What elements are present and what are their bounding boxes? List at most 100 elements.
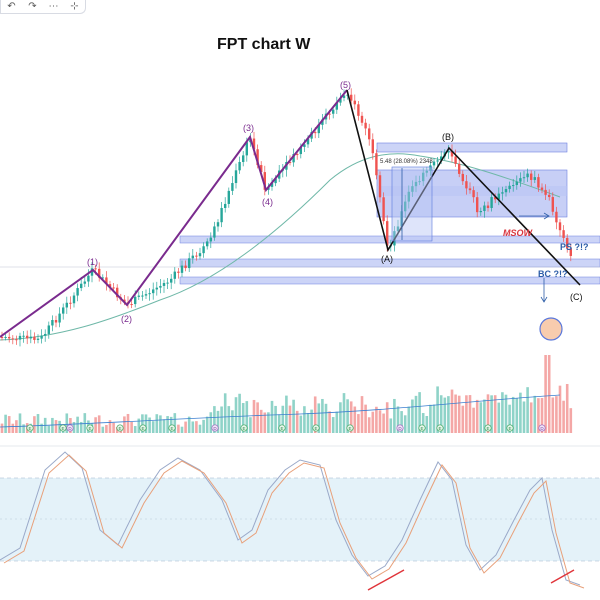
candle [195,255,198,257]
candle [274,178,277,184]
candle [533,177,536,180]
volume-bar [101,426,105,433]
volume-bar [429,404,432,433]
marker-label: E [486,426,489,431]
volume-bar [0,423,4,433]
candle [206,241,209,247]
volume-bar [414,395,418,433]
candle [472,190,475,198]
candle [540,187,544,190]
candle [252,138,256,150]
earnings-marker[interactable] [116,424,124,432]
earnings-marker[interactable] [278,424,286,432]
volume-bar [11,423,15,433]
candle [224,203,227,208]
candle [198,253,202,257]
volume-bar [303,406,306,433]
volume-bar [479,402,483,433]
earnings-marker[interactable] [312,424,320,432]
volume-bar [367,417,371,433]
volume-bar [313,396,317,433]
volume-bar [317,403,321,433]
volume-bar [349,401,353,433]
candle [569,248,572,256]
candle [508,185,511,190]
grid-icon[interactable]: ⋯ [48,1,59,12]
candle [339,97,342,103]
volume-bar [310,409,313,433]
crosshair-icon[interactable]: ⊹ [70,1,79,12]
dividend-marker[interactable] [396,424,404,432]
volume-bar [256,402,259,433]
earnings-marker[interactable] [240,424,248,432]
candle [144,294,148,296]
earnings-marker[interactable] [168,424,176,432]
candle [292,154,295,163]
volume-bar [508,404,511,433]
undo-icon[interactable]: ↶ [7,1,16,12]
marker-label: E [280,426,283,431]
candle [515,181,518,186]
marker-label: D [540,426,544,431]
candle [98,268,101,278]
candle [490,197,493,208]
wave-label-4: (4) [262,197,273,207]
candle [263,172,266,190]
candle [26,335,29,339]
candle [306,138,310,145]
volume-bar [227,406,231,433]
volume-bar [184,421,187,433]
volume-bar [72,421,76,433]
volume-bar [108,420,112,433]
volume-bar [47,425,51,433]
candle [519,178,522,182]
earnings-marker[interactable] [346,424,354,432]
candle [51,320,54,326]
earnings-marker[interactable] [59,424,67,432]
volume-bar [245,401,249,433]
candle [29,336,32,339]
candle [134,296,137,305]
volume-bar [526,387,529,433]
volume-bar [472,407,475,433]
bc-note: BC ?!? [538,269,568,279]
marker-label: E [420,426,423,431]
volume-bar [148,417,151,433]
volume-bar [407,406,411,433]
candle [94,268,97,270]
zone-upper [376,142,568,153]
dividend-marker[interactable] [66,424,74,432]
volume-bar [403,415,407,433]
volume-bar [33,416,36,433]
earnings-marker[interactable] [86,424,94,432]
candle [371,139,374,154]
dividend-marker[interactable] [538,424,546,432]
volume-bar [241,403,245,433]
volume-bar [346,399,349,433]
earnings-marker[interactable] [139,424,147,432]
volume-bar [450,389,454,433]
candle [447,150,450,153]
volume-bar [321,398,324,433]
volume-bar [274,405,277,433]
candle [468,188,472,191]
volume-bar [79,421,83,433]
redo-icon[interactable]: ↷ [28,1,37,12]
dividend-marker[interactable] [211,424,219,432]
marker-label: E [118,426,121,431]
candle [33,336,36,340]
candle [137,295,140,297]
volume-bar [565,384,569,433]
earnings-marker[interactable] [484,424,492,432]
volume-bar [97,415,101,433]
volume-bar [133,426,137,433]
candle [202,246,205,254]
volume-bar [465,395,468,433]
candle [69,302,72,304]
earnings-marker[interactable] [26,424,34,432]
earnings-marker[interactable] [436,424,444,432]
earnings-marker[interactable] [506,424,514,432]
earnings-marker[interactable] [418,424,426,432]
